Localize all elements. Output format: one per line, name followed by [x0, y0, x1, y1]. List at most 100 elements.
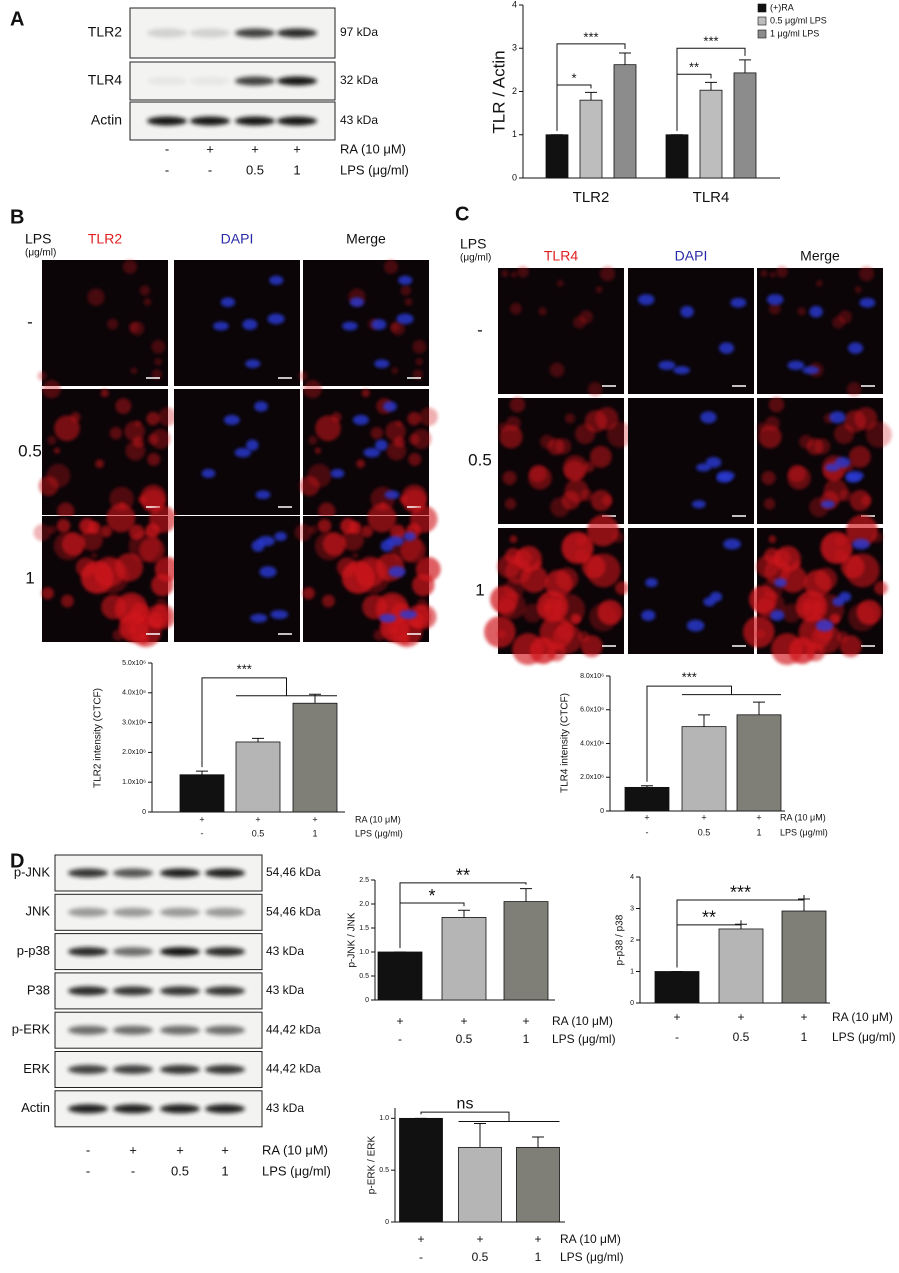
nucleus [815, 619, 834, 632]
y-axis-label: TLR2 intensity (CTCF) [93, 688, 104, 788]
nucleus [342, 321, 358, 331]
tlr-signal [391, 367, 399, 374]
error-bar [252, 737, 264, 742]
bar [781, 910, 827, 1004]
y-tick-label: 0 [512, 172, 517, 182]
blot-band [190, 116, 230, 126]
blot-band [68, 1065, 108, 1074]
dose-label: - [27, 312, 33, 331]
nucleus [330, 468, 345, 478]
condition-label: RA (10 μM) [262, 1142, 328, 1157]
condition-label: LPS (μg/ml) [832, 1030, 896, 1044]
tlr-signal [776, 265, 788, 278]
tlr-signal [528, 466, 552, 490]
condition-label: LPS (μg/ml) [552, 1032, 616, 1046]
tlr-signal [147, 611, 163, 628]
legend-swatch [757, 16, 767, 26]
molecular-weight: 43 kDa [266, 1101, 304, 1115]
tlr-signal [484, 616, 516, 648]
y-tick-label: 0 [365, 997, 369, 1004]
tlr-signal [385, 420, 406, 442]
tlr-signal [146, 411, 160, 426]
bar [292, 702, 338, 813]
tlr-signal [510, 271, 517, 278]
condition-value: - [419, 1250, 423, 1264]
blot-band [147, 76, 187, 86]
nucleus [809, 305, 823, 318]
tlr-signal [504, 578, 525, 599]
molecular-weight: 54,46 kDa [266, 865, 321, 879]
dose-header: LPS [460, 236, 486, 252]
dose-label: - [477, 320, 483, 339]
error-bar [196, 770, 208, 775]
lane-condition: - [165, 162, 169, 177]
condition-value: - [646, 827, 649, 837]
condition-label: LPS (μg/ml) [355, 828, 403, 838]
protein-label: p-JNK [14, 864, 50, 879]
tlr-signal [509, 535, 518, 544]
tlr-signal [352, 552, 359, 559]
tlr-signal [412, 573, 435, 597]
tlr-signal [318, 502, 336, 520]
nucleus [234, 447, 252, 458]
condition-value: + [800, 1010, 807, 1024]
tlr-signal [782, 603, 802, 623]
y-axis-label: p-JNK / JNK [347, 912, 358, 967]
nucleus [254, 401, 268, 412]
significance-label: *** [237, 661, 252, 676]
nucleus [269, 275, 284, 285]
tlr-signal [87, 288, 105, 306]
condition-value: + [673, 1010, 680, 1024]
nucleus [379, 613, 397, 623]
micrograph [42, 260, 168, 386]
blot-band [68, 1104, 108, 1114]
tlr-signal [154, 357, 162, 366]
y-tick-label: 6.0x10⁶ [580, 707, 604, 714]
tlr-signal [140, 484, 167, 511]
nucleus [719, 342, 735, 354]
nucleus [374, 359, 390, 369]
y-tick-label: 4 [630, 874, 634, 881]
legend-label: 0.5 μg/ml LPS [770, 15, 827, 25]
tlr-signal [361, 389, 370, 398]
tlr-signal [771, 633, 804, 665]
tlr-signal [538, 307, 547, 316]
nucleus [825, 463, 840, 472]
tlr-signal [391, 321, 406, 336]
tlr-signal [597, 599, 623, 625]
tlr-signal [763, 498, 776, 510]
condition-value: 1 [523, 1032, 530, 1046]
x-tick-label: TLR2 [573, 189, 610, 206]
channel-title: Merge [346, 231, 386, 247]
lane-condition: + [251, 141, 259, 156]
tlr-signal [555, 438, 572, 455]
error-bar [705, 81, 717, 91]
condition-label: LPS (μg/ml) [560, 1250, 624, 1264]
tlr-signal [130, 321, 145, 336]
blot-band [113, 1104, 153, 1114]
nucleus [852, 538, 870, 550]
nucleus [770, 610, 785, 621]
tlr-signal [575, 535, 587, 547]
y-tick-label: 0.5 [379, 1167, 389, 1174]
tlr-signal [501, 270, 509, 278]
blot-band [205, 907, 245, 917]
y-tick-label: 5.0x10⁶ [122, 660, 146, 667]
molecular-weight: 32 kDa [340, 73, 378, 87]
error-bar [474, 1123, 486, 1148]
condition-label: RA (10 μM) [560, 1232, 621, 1246]
tlr-signal [774, 545, 801, 572]
tlr-signal [383, 259, 399, 274]
tlr-signal [356, 459, 365, 469]
blot-band [113, 868, 153, 878]
tlr-signal [544, 569, 573, 598]
nucleus [637, 294, 655, 306]
tlr-signal [586, 553, 621, 588]
nucleus [658, 360, 676, 370]
tlr-signal [849, 489, 871, 512]
condition-value: - [398, 1032, 402, 1046]
tlr-signal [401, 484, 428, 511]
tlr-signal [123, 623, 135, 635]
tlr-signal [858, 265, 875, 282]
blot-band [205, 1104, 245, 1114]
